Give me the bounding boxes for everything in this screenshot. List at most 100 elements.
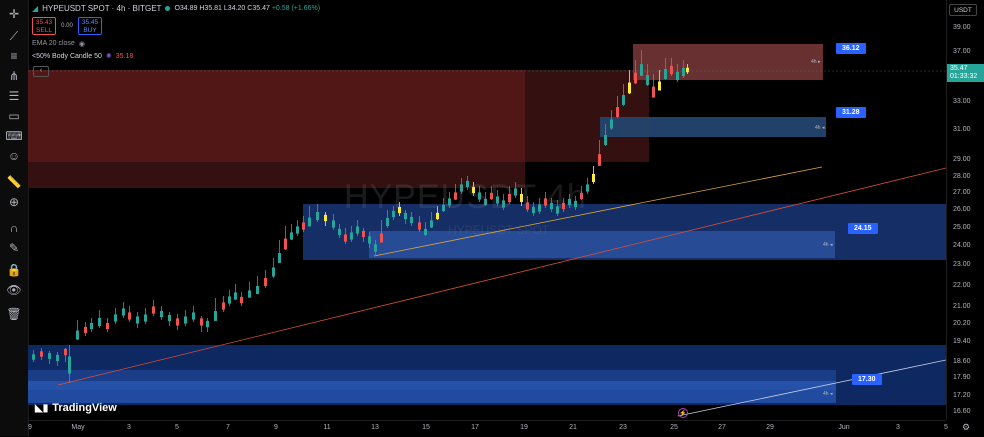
- candle-body: [466, 180, 469, 188]
- candle-body: [490, 192, 493, 200]
- price-flag-36[interactable]: 36.12: [836, 43, 866, 54]
- pitchfork-icon[interactable]: ⋔: [8, 69, 20, 83]
- lock-icon[interactable]: 🔒: [6, 263, 22, 277]
- price-tick-label: 33.00: [953, 98, 971, 105]
- candle-body: [160, 310, 163, 318]
- spread-value: 0.00: [61, 23, 73, 29]
- candle-body: [380, 233, 383, 243]
- time-tick-label: 13: [371, 424, 379, 431]
- time-scale[interactable]: 9 May 3 5 7 9 11 13 15 17 19 21 23 25 27 29 Jun 3 5: [28, 420, 948, 437]
- candle-body: [264, 277, 267, 287]
- zoom-icon[interactable]: ⊕: [8, 195, 20, 209]
- price-flag-24[interactable]: 24.15: [848, 223, 878, 234]
- time-tick-label: 23: [619, 424, 627, 431]
- symbol-logo-icon: ◢: [32, 4, 39, 13]
- horizontal-lines-icon[interactable]: ≡: [10, 49, 18, 63]
- candle-body: [248, 290, 251, 298]
- candle-body: [646, 75, 649, 85]
- time-tick-label: 19: [520, 424, 528, 431]
- drawing-toolbar: ✛ ⟋ ≡ ⋔ ☰ ▭ ⌨ ☺ 📏 ⊕ ∩ ✎ 🔒 👁 🗑: [0, 0, 29, 436]
- price-tick-label: 27.00: [953, 189, 971, 196]
- candle-body: [586, 184, 589, 192]
- candle-body: [526, 202, 529, 210]
- low-value: L34.20: [223, 5, 246, 12]
- candle-body: [580, 192, 583, 200]
- candle-body: [532, 206, 535, 214]
- price-chart[interactable]: [28, 0, 946, 420]
- collapse-legend-icon[interactable]: ‹: [33, 66, 49, 77]
- candle-body: [478, 192, 481, 200]
- time-tick-label: 3: [896, 424, 900, 431]
- rectangle-icon[interactable]: ▭: [8, 109, 20, 123]
- candle-body: [206, 320, 209, 328]
- emoji-icon[interactable]: ☺: [7, 149, 21, 163]
- trash-icon[interactable]: 🗑: [6, 307, 22, 321]
- candle-body: [460, 184, 463, 192]
- candle-body: [454, 192, 457, 200]
- candle-body: [544, 198, 547, 206]
- candle-body: [658, 81, 661, 91]
- eye-icon[interactable]: 👁: [6, 283, 22, 297]
- candle-body: [568, 198, 571, 206]
- candle-body: [496, 196, 499, 204]
- bar-countdown: 01:33:32: [950, 73, 978, 80]
- candle-body: [664, 69, 667, 79]
- price-tick-label: 25.00: [953, 224, 971, 231]
- price-tick-label: 29.00: [953, 156, 971, 163]
- price-tick-label: 31.00: [953, 126, 971, 133]
- candle-body: [622, 95, 625, 105]
- symbol-title[interactable]: HYPEUSDT SPOT · 4h · BITGET: [42, 4, 162, 13]
- candle-body: [430, 220, 433, 228]
- candle-body: [514, 188, 517, 196]
- candle-body: [214, 311, 217, 321]
- price-flag-17[interactable]: 17.30: [852, 374, 882, 385]
- candle-body: [278, 253, 281, 263]
- chart-pane[interactable]: [28, 0, 946, 420]
- candle-body: [502, 200, 505, 208]
- crosshair-icon[interactable]: ✛: [8, 7, 20, 21]
- candle-body: [418, 222, 421, 230]
- body-candle-indicator-legend[interactable]: <50% Body Candle 50 ✺ 35.18: [32, 52, 133, 61]
- time-tick-label: 5: [944, 424, 948, 431]
- trend-line-icon[interactable]: ⟋: [9, 28, 19, 43]
- visibility-eye-icon[interactable]: ◉: [78, 41, 85, 48]
- candle-body: [362, 230, 365, 238]
- candle-body: [84, 326, 87, 334]
- candle-body: [332, 220, 335, 228]
- lock-drawing-icon[interactable]: ✎: [8, 241, 20, 255]
- candle-body: [472, 186, 475, 194]
- price-flag-31[interactable]: 31.28: [836, 107, 866, 118]
- time-tick-label: 21: [569, 424, 577, 431]
- tradingview-logo[interactable]: ◣▮ TradingView: [35, 402, 117, 414]
- magnet-icon[interactable]: ∩: [9, 221, 19, 235]
- buy-button[interactable]: 35.45 BUY: [78, 17, 102, 35]
- price-tick-label: 17.90: [953, 374, 971, 381]
- text-icon[interactable]: ⌨: [5, 129, 23, 143]
- currency-unit-button[interactable]: USDT: [949, 4, 977, 16]
- candle-body: [640, 64, 643, 76]
- candle-body: [398, 206, 401, 214]
- current-price-label: 35.47 01:33:32: [947, 64, 984, 82]
- candle-body: [136, 316, 139, 324]
- fib-icon[interactable]: ☰: [8, 89, 20, 103]
- candle-body: [32, 354, 35, 360]
- candle-body: [168, 314, 171, 322]
- price-tick-label: 16.60: [953, 408, 971, 415]
- zone-timeframe-label: 4h ◂: [815, 125, 825, 131]
- candle-body: [48, 353, 51, 359]
- candle-body: [64, 348, 67, 356]
- zone-timeframe-label: 4h ◂: [823, 242, 833, 248]
- ruler-icon[interactable]: 📏: [6, 175, 22, 189]
- chart-settings-icon[interactable]: ⚙: [962, 422, 971, 432]
- demand-zone: [28, 381, 836, 403]
- price-tick-label: 26.00: [953, 206, 971, 213]
- ema-indicator-legend[interactable]: EMA 20 close ◉: [32, 40, 85, 48]
- indicator-alert-icon[interactable]: ⚡: [678, 408, 688, 418]
- sell-button[interactable]: 35.43 SELL: [32, 17, 56, 35]
- candle-body: [144, 314, 147, 322]
- time-tick-label: 3: [127, 424, 131, 431]
- candle-body: [442, 204, 445, 212]
- candle-body: [670, 65, 673, 75]
- price-scale[interactable]: 39.00 37.00 33.00 31.00 29.00 28.00 27.00 26.00…: [946, 0, 984, 420]
